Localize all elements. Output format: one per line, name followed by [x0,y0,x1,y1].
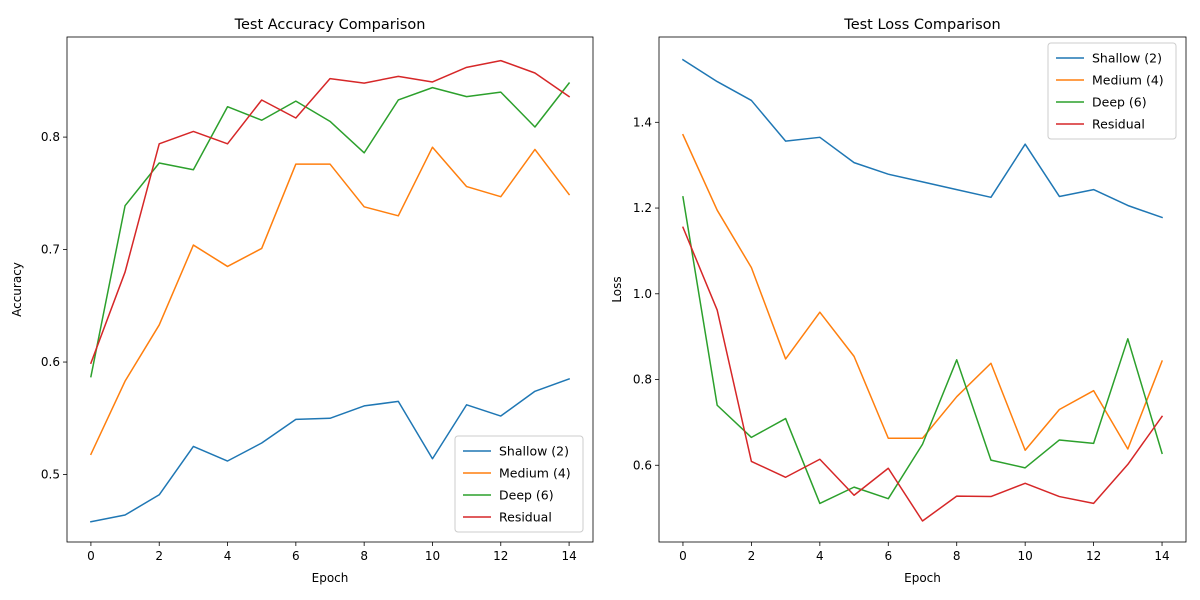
x-tick-label: 2 [748,549,756,563]
series-line-deep-6 [682,196,1163,505]
x-tick-label: 8 [360,549,368,563]
x-axis-label: Epoch [904,571,941,585]
legend-label: Medium (4) [1092,73,1164,88]
legend-box [454,435,584,533]
legend: Shallow (2) Medium (4) Deep (6) Residual [454,435,584,533]
y-tick-label: 1.4 [633,115,652,129]
legend-box [1047,42,1177,140]
x-tick-label: 2 [155,549,163,563]
series-line-residual [681,226,1164,522]
legend-label: Residual [499,510,552,525]
x-tick-label: 0 [87,549,95,563]
x-tick-label: 4 [816,549,824,563]
y-tick-label: 0.6 [41,355,60,369]
x-tick-label: 0 [679,549,687,563]
y-tick-label: 0.6 [633,458,652,472]
series-line-deep-6 [90,82,571,378]
x-axis-label: Epoch [312,571,349,585]
y-tick-label: 0.7 [41,243,60,257]
legend-label: Shallow (2) [499,444,569,459]
x-tick-label: 4 [224,549,232,563]
legend-label: Deep (6) [499,488,554,503]
y-tick-label: 1.0 [633,287,652,301]
loss-chart: 0 2 4 6 8 10 12 14 0.6 0.8 1.0 1.2 1.4 Test Loss Comp… [610,17,1187,585]
y-tick-label: 0.8 [633,373,652,387]
chart-title: Test Accuracy Comparison [234,17,426,33]
x-tick-label: 10 [425,549,440,563]
legend-label: Deep (6) [1092,95,1147,110]
plot-frame [658,36,1187,543]
x-tick-label: 8 [953,549,961,563]
series-line-residual [89,59,571,365]
y-tick-label: 0.5 [41,468,60,482]
x-tick-label: 12 [493,549,508,563]
series-line-shallow-2 [90,377,571,523]
x-tick-label: 14 [561,549,576,563]
series-line-medium-4 [681,133,1164,452]
x-tick-label: 14 [1154,549,1169,563]
series-line-medium-4 [89,146,571,456]
legend-label: Shallow (2) [1092,51,1162,66]
chart-title: Test Loss Comparison [843,17,1000,33]
series-line-shallow-2 [681,58,1164,219]
y-axis-label: Accuracy [10,262,24,317]
y-tick-label: 1.2 [633,201,652,215]
x-tick-label: 12 [1086,549,1101,563]
accuracy-chart: 0 2 4 6 8 10 12 14 0.5 0.6 0.7 0.8 Test Accuracy Com… [10,17,594,585]
x-tick-label: 6 [884,549,892,563]
y-axis-label: Loss [610,276,624,302]
plot-frame [66,36,594,543]
y-tick-label: 0.8 [41,130,60,144]
legend-label: Medium (4) [499,466,571,481]
legend-label: Residual [1092,117,1145,132]
legend: Shallow (2) Medium (4) Deep (6) Residual [1047,42,1177,140]
x-tick-label: 10 [1018,549,1033,563]
x-tick-label: 6 [292,549,300,563]
